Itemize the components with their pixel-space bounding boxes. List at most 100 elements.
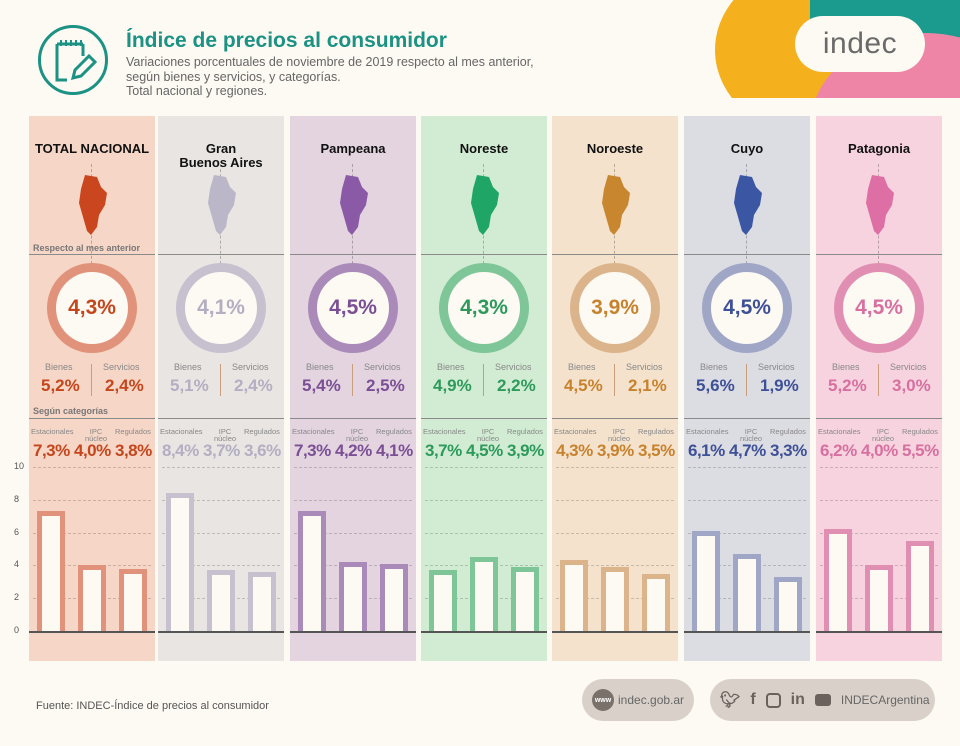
separator bbox=[878, 364, 879, 396]
nucleo-value: 4,0% bbox=[74, 441, 111, 460]
categories: Estacionales IPC núcleo Regulados 6,2% 4,… bbox=[816, 424, 942, 464]
gridline bbox=[425, 467, 543, 468]
y-tick-label: 8 bbox=[14, 493, 20, 504]
total-ring: 4,3% bbox=[47, 263, 137, 353]
section-label-monthly: Respecto al mes anterior bbox=[33, 243, 141, 253]
regulados-label: Regulados bbox=[902, 427, 938, 436]
servicios-label: Servicios bbox=[495, 362, 532, 372]
gridline bbox=[294, 499, 412, 501]
estacionales-value: 6,2% bbox=[820, 441, 857, 460]
website-link[interactable]: www indec.gob.ar bbox=[582, 679, 694, 721]
categories: Estacionales IPC núcleo Regulados 8,4% 3,… bbox=[158, 424, 284, 464]
y-tick-label: 0 bbox=[14, 625, 20, 635]
bar-ipc-nucleo bbox=[78, 565, 106, 631]
divider bbox=[421, 254, 547, 255]
estacionales-label: Estacionales bbox=[292, 427, 335, 436]
bienes-value: 5,1% bbox=[170, 376, 209, 395]
region-column: Noroeste 3,9% Bienes Servicios 4,5% 2,1%… bbox=[552, 116, 678, 661]
categories: Estacionales IPC núcleo Regulados 3,7% 4,… bbox=[421, 424, 547, 464]
divider bbox=[421, 418, 547, 419]
gridline bbox=[688, 467, 806, 468]
bar-regulados bbox=[511, 567, 539, 631]
total-value: 3,9% bbox=[591, 296, 639, 319]
bar-chart bbox=[816, 464, 942, 661]
region-map-icon bbox=[471, 175, 499, 235]
region-name-line: Noreste bbox=[459, 141, 509, 156]
www-icon: www bbox=[592, 689, 614, 711]
gridline bbox=[33, 499, 151, 501]
separator bbox=[91, 364, 92, 396]
estacionales-value: 3,7% bbox=[425, 441, 462, 460]
estacionales-value: 7,3% bbox=[294, 441, 331, 460]
x-axis-line bbox=[816, 631, 942, 633]
region-name-line: Buenos Aires bbox=[179, 155, 263, 170]
servicios-label: Servicios bbox=[890, 362, 927, 372]
regulados-label: Regulados bbox=[115, 427, 151, 436]
twitter-icon[interactable]: 🐦︎ bbox=[720, 692, 741, 709]
bar-estacionales bbox=[37, 511, 65, 631]
regulados-value: 3,6% bbox=[244, 441, 281, 460]
y-tick-label: 4 bbox=[14, 559, 20, 570]
servicios-label: Servicios bbox=[758, 362, 795, 372]
instagram-icon[interactable] bbox=[765, 692, 781, 708]
subtitle-line: Variaciones porcentuales de noviembre de… bbox=[126, 55, 534, 69]
estacionales-value: 7,3% bbox=[33, 441, 70, 460]
bienes-servicios: Bienes Servicios 5,1% 2,4% bbox=[158, 362, 284, 400]
divider bbox=[552, 254, 678, 255]
bienes-servicios: Bienes Servicios 5,4% 2,5% bbox=[290, 362, 416, 400]
bar-ipc-nucleo bbox=[865, 565, 893, 631]
region-map-icon bbox=[340, 175, 368, 235]
region-name-line: Cuyo bbox=[730, 141, 764, 156]
nucleo-value: 3,9% bbox=[597, 441, 634, 460]
nucleo-label: núcleo bbox=[213, 434, 237, 443]
divider bbox=[290, 254, 416, 255]
divider bbox=[29, 418, 155, 419]
bienes-label: Bienes bbox=[174, 362, 202, 372]
ipc-nucleo-label: IPC núcleo bbox=[476, 428, 500, 443]
divider bbox=[29, 254, 155, 255]
servicios-label: Servicios bbox=[103, 362, 140, 372]
bar-regulados bbox=[774, 576, 802, 631]
youtube-icon[interactable] bbox=[814, 694, 831, 706]
ipc-nucleo-label: IPC núcleo bbox=[213, 427, 237, 443]
subtitle-line: Total nacional y regiones. bbox=[126, 84, 268, 98]
gridline bbox=[556, 467, 674, 468]
bar-regulados bbox=[642, 573, 670, 631]
gridline bbox=[425, 532, 543, 534]
x-axis-line bbox=[421, 631, 547, 633]
linkedin-icon[interactable]: in bbox=[790, 691, 805, 708]
region-name-line: Gran bbox=[205, 141, 237, 156]
social-handle: INDECArgentina bbox=[840, 693, 930, 707]
region-name-line: Noroeste bbox=[586, 141, 644, 156]
nucleo-label: núcleo bbox=[84, 434, 108, 443]
ipc-label: IPC bbox=[612, 427, 626, 436]
gridline bbox=[688, 499, 806, 501]
divider bbox=[158, 418, 284, 419]
separator bbox=[352, 364, 353, 396]
gridline bbox=[820, 532, 938, 534]
region-column: Cuyo 4,5% Bienes Servicios 5,6% 1,9% Est… bbox=[684, 116, 810, 661]
bienes-servicios: Bienes Servicios 4,9% 2,2% bbox=[421, 362, 547, 400]
divider bbox=[684, 418, 810, 419]
servicios-label: Servicios bbox=[364, 362, 401, 372]
bar-chart bbox=[29, 464, 155, 661]
x-axis-line bbox=[29, 631, 155, 633]
total-value: 4,3% bbox=[460, 296, 508, 319]
categories: Estacionales IPC núcleo Regulados 6,1% 4,… bbox=[684, 424, 810, 464]
website-text: indec.gob.ar bbox=[618, 693, 685, 707]
bienes-value: 5,4% bbox=[302, 376, 341, 395]
ipc-label: IPC bbox=[218, 427, 232, 436]
gridline bbox=[425, 499, 543, 501]
bar-estacionales bbox=[692, 530, 720, 631]
region-name: Pampeana bbox=[290, 142, 416, 156]
total-ring: 4,5% bbox=[702, 263, 792, 353]
nucleo-label: núcleo bbox=[476, 434, 500, 443]
nucleo-value: 4,7% bbox=[729, 441, 766, 460]
bienes-label: Bienes bbox=[306, 362, 334, 372]
bar-chart bbox=[421, 464, 547, 661]
total-ring: 4,1% bbox=[176, 263, 266, 353]
bienes-label: Bienes bbox=[437, 362, 465, 372]
estacionales-label: Estacionales bbox=[31, 427, 74, 436]
bar-ipc-nucleo bbox=[339, 562, 367, 631]
facebook-icon[interactable]: f bbox=[750, 691, 756, 708]
